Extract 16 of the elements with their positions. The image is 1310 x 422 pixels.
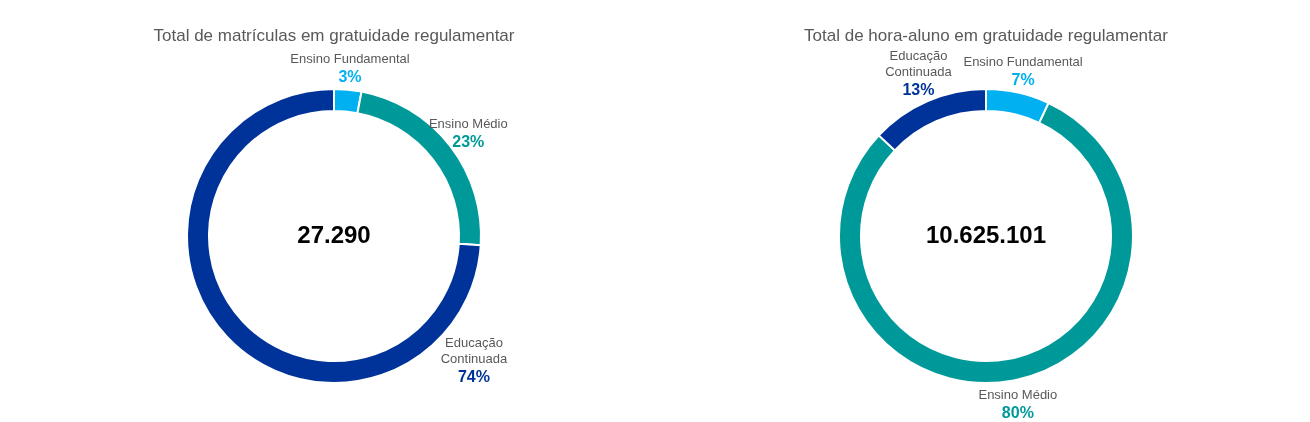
chart-title: Total de hora-aluno em gratuidade regulamentar <box>804 26 1169 45</box>
chart-title: Total de matrículas em gratuidade regulamentar <box>153 26 515 45</box>
text: 27.290 <box>297 221 371 248</box>
slice-label: Ensino Médio <box>978 386 1058 402</box>
data-label: 7% <box>1011 71 1035 89</box>
data-label: 74% <box>457 368 490 386</box>
slice-label: Ensino Médio <box>428 115 508 131</box>
slice-label: Educação Continuada <box>885 47 953 79</box>
data-label: 3% <box>338 67 362 85</box>
slice-label: Educação Continuada <box>440 335 508 367</box>
slice-label: Ensino Fundamental <box>963 54 1083 70</box>
data-label: 80% <box>1001 403 1034 421</box>
data-label: 23% <box>452 132 485 150</box>
text: 10.625.101 <box>925 221 1047 248</box>
data-label: 13% <box>902 80 935 98</box>
slice-label: Ensino Fundamental <box>290 50 410 66</box>
